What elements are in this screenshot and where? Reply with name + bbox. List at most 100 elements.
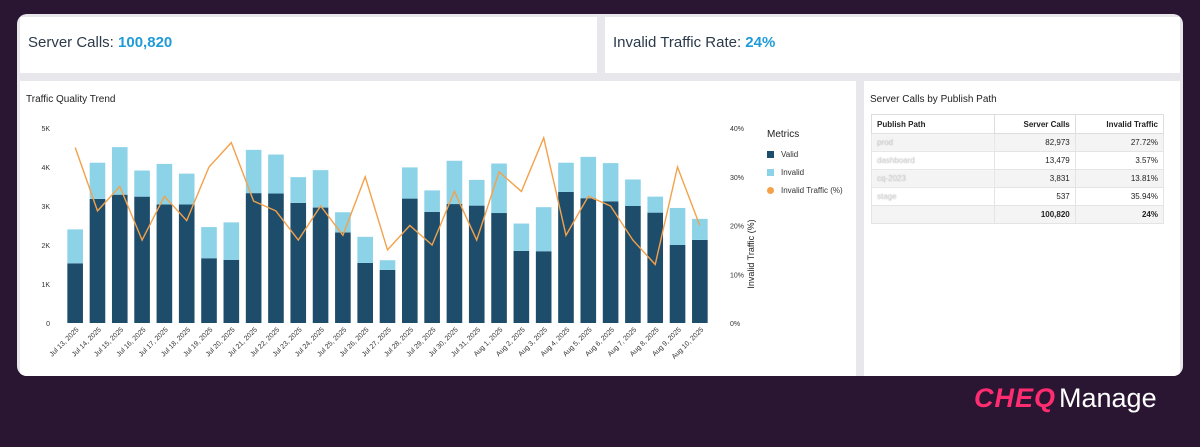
valid-bar[interactable]: [89, 198, 106, 323]
invalid-bar[interactable]: [290, 177, 307, 203]
server-calls-cell: 13,479: [994, 151, 1076, 170]
valid-bar[interactable]: [178, 204, 195, 323]
invalid-rate-label: Invalid Traffic Rate:: [613, 34, 742, 51]
dashboard-frame: Server Calls: 100,820 Invalid Traffic Ra…: [17, 14, 1183, 376]
valid-bar[interactable]: [67, 263, 83, 323]
invalid-bar[interactable]: [602, 163, 619, 202]
y-axis-tick-label: 0: [46, 321, 50, 328]
right-axis-tick-label: 10%: [730, 272, 744, 279]
invalid-bar[interactable]: [223, 222, 240, 260]
valid-bar[interactable]: [446, 204, 463, 323]
valid-bar[interactable]: [424, 211, 440, 323]
server-calls-cell: 537: [994, 187, 1076, 206]
legend-label-valid: Valid: [781, 150, 799, 159]
table-row: stage 537 35.94%: [871, 187, 1165, 206]
invalid-bar[interactable]: [625, 179, 641, 206]
valid-bar[interactable]: [513, 250, 530, 323]
total-invalid-traffic-cell: 24%: [1074, 205, 1165, 224]
invalid-swatch-icon: [767, 169, 774, 176]
invalid-bar[interactable]: [335, 212, 351, 233]
valid-bar[interactable]: [245, 193, 262, 323]
server-calls-label: Server Calls:: [28, 34, 114, 51]
brand-name-manage: Manage: [1059, 382, 1157, 413]
traffic-quality-chart-card: Traffic Quality Trend 0 1K 2K 3K 4K 5K 0% 10% 2…: [20, 81, 856, 376]
valid-bar[interactable]: [692, 239, 708, 323]
valid-bar[interactable]: [156, 204, 173, 323]
y-axis-tick-label: 5K: [41, 126, 50, 133]
valid-bar[interactable]: [357, 262, 373, 323]
column-header-invalid-traffic[interactable]: Invalid Traffic: [1074, 114, 1165, 134]
invalid-bar[interactable]: [558, 162, 574, 192]
invalid-bar[interactable]: [178, 173, 195, 205]
valid-bar[interactable]: [290, 202, 307, 323]
y-axis-tick-label: 2K: [41, 243, 50, 250]
invalid-bar[interactable]: [67, 229, 83, 264]
invalid-bar[interactable]: [111, 147, 128, 195]
valid-bar[interactable]: [201, 258, 217, 323]
y-axis-tick-label: 1K: [41, 282, 50, 289]
publish-path-table: Publish Path Server Calls Invalid Traffi…: [871, 114, 1165, 224]
valid-swatch-icon: [767, 151, 774, 158]
invalid-bar[interactable]: [245, 149, 262, 194]
legend-item-valid[interactable]: Valid: [767, 150, 843, 159]
total-server-calls-cell: 100,820: [994, 205, 1076, 224]
invalid-bar[interactable]: [424, 190, 440, 212]
valid-bar[interactable]: [223, 259, 240, 323]
valid-bar[interactable]: [535, 251, 552, 323]
table-row: prod 82,973 27.72%: [871, 133, 1165, 152]
column-header-server-calls[interactable]: Server Calls: [994, 114, 1076, 134]
invalid-bar[interactable]: [535, 207, 552, 252]
valid-bar[interactable]: [602, 201, 619, 323]
server-calls-kpi: Server Calls: 100,820: [28, 34, 172, 51]
table-total-row: 100,820 24%: [871, 205, 1165, 224]
valid-bar[interactable]: [669, 245, 686, 323]
invalid-bar[interactable]: [201, 227, 217, 259]
valid-bar[interactable]: [402, 198, 418, 323]
valid-bar[interactable]: [379, 269, 396, 323]
invalid-bar[interactable]: [156, 163, 173, 205]
table-title: Server Calls by Publish Path: [870, 94, 997, 105]
legend-item-invalid[interactable]: Invalid: [767, 168, 843, 177]
valid-bar[interactable]: [558, 191, 574, 323]
right-axis-tick-label: 40%: [730, 126, 744, 133]
invalid-bar[interactable]: [357, 236, 373, 263]
invalid-traffic-cell: 3.57%: [1074, 151, 1165, 170]
invalid-bar[interactable]: [647, 196, 664, 213]
invalid-bar[interactable]: [468, 179, 485, 206]
y-axis-tick-label: 3K: [41, 204, 50, 211]
invalid-bar[interactable]: [580, 156, 597, 199]
brand-name-cheq: CHEQ: [974, 382, 1057, 413]
legend-title: Metrics: [767, 129, 800, 140]
server-calls-value: 100,820: [118, 34, 173, 51]
valid-bar[interactable]: [625, 206, 641, 323]
invalid-traffic-cell: 27.72%: [1074, 133, 1165, 152]
invalid-bar[interactable]: [513, 223, 530, 251]
invalid-bar[interactable]: [379, 260, 396, 270]
invalid-traffic-line: [74, 135, 701, 266]
valid-bar[interactable]: [268, 193, 284, 323]
invalid-bar[interactable]: [692, 218, 708, 240]
valid-bar[interactable]: [312, 207, 329, 323]
valid-bar[interactable]: [335, 232, 351, 323]
column-header-publish-path[interactable]: Publish Path: [871, 114, 995, 134]
valid-bar[interactable]: [111, 194, 128, 323]
invalid-bar[interactable]: [268, 154, 284, 194]
publish-path-cell: dashboard: [871, 151, 995, 170]
server-calls-cell: 82,973: [994, 133, 1076, 152]
invalid-bar[interactable]: [669, 207, 686, 245]
valid-bar[interactable]: [647, 212, 664, 323]
publish-path-cell: cq-2023: [871, 169, 995, 188]
valid-bar[interactable]: [580, 198, 597, 323]
table-row: dashboard 13,479 3.57%: [871, 151, 1165, 170]
invalid-bar[interactable]: [134, 170, 150, 197]
invalid-bar[interactable]: [402, 167, 418, 199]
legend-item-invalid-pct[interactable]: Invalid Traffic (%): [767, 186, 843, 195]
invalid-bar[interactable]: [312, 170, 329, 208]
valid-bar[interactable]: [491, 213, 507, 323]
valid-bar[interactable]: [134, 196, 150, 323]
invalid-bar[interactable]: [446, 160, 463, 205]
valid-bar[interactable]: [468, 205, 485, 323]
invalid-bar[interactable]: [89, 162, 106, 199]
chart-legend: Metrics Valid Invalid Invalid Traffic (%…: [767, 129, 843, 204]
